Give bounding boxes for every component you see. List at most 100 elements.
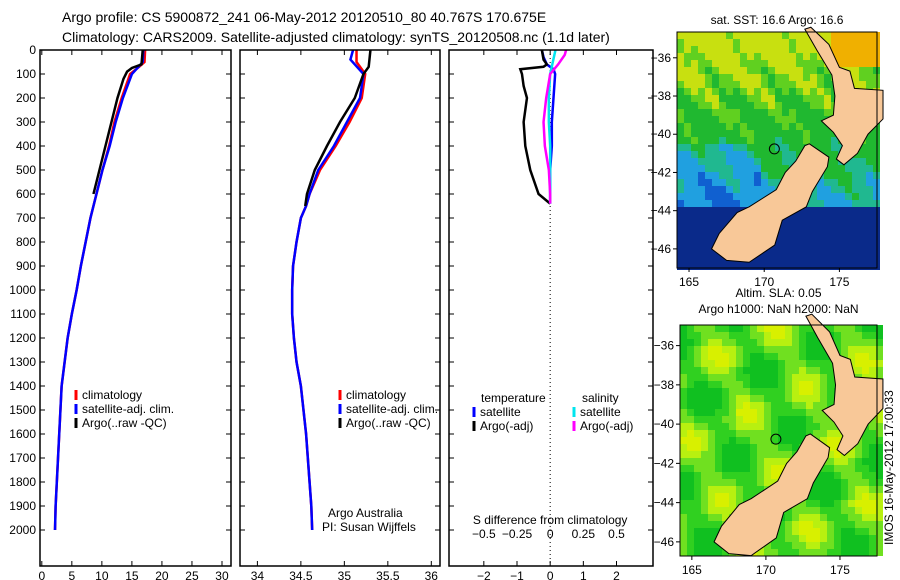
map-cell (722, 500, 729, 507)
map-cell (712, 32, 719, 39)
map-cell (708, 444, 715, 451)
map-cell (768, 263, 775, 270)
map-cell (698, 32, 705, 39)
map-cell (817, 74, 824, 81)
map-cell (764, 444, 771, 451)
map-cell (838, 179, 845, 186)
map-cell (705, 123, 712, 130)
map-cell (757, 353, 764, 360)
map-cell (810, 116, 817, 123)
map-cell (806, 388, 813, 395)
map-cell (799, 332, 806, 339)
south-island (713, 433, 831, 557)
map-cell (796, 53, 803, 60)
map-cell (841, 465, 848, 472)
map-frame (676, 31, 878, 269)
map-cell (705, 81, 712, 88)
map-cell (677, 235, 684, 242)
map-cell (845, 172, 852, 179)
map-cell (817, 235, 824, 242)
map-cell (691, 242, 698, 249)
map-cell (677, 186, 684, 193)
map-cell (705, 102, 712, 109)
map-cell (764, 353, 771, 360)
map-cell (747, 179, 754, 186)
map-cell (775, 249, 782, 256)
map-cell (750, 388, 757, 395)
map-cell (810, 109, 817, 116)
legend-label: Argo(..raw -QC) (82, 416, 167, 430)
map-cell (687, 416, 694, 423)
map-cell (792, 325, 799, 332)
map-cell (869, 521, 876, 528)
x-tick-label: 10 (95, 569, 109, 580)
map-cell (806, 346, 813, 353)
map-cell (722, 451, 729, 458)
map-cell (771, 472, 778, 479)
title-line-1: Argo profile: CS 5900872_241 06-May-2012… (62, 9, 546, 25)
map-cell (831, 263, 838, 270)
map-cell (740, 60, 747, 67)
map-cell (841, 346, 848, 353)
map-cell (708, 409, 715, 416)
map-cell (820, 521, 827, 528)
x-tick-label: 2 (613, 569, 620, 580)
map-cell (726, 116, 733, 123)
map-cell (722, 444, 729, 451)
map-cell (831, 249, 838, 256)
map-cell (719, 144, 726, 151)
map-cell (733, 81, 740, 88)
map-cell (743, 493, 750, 500)
map-cell (747, 46, 754, 53)
map-cell (841, 514, 848, 521)
map-cell (764, 542, 771, 549)
map-cell (757, 374, 764, 381)
map-cell (764, 458, 771, 465)
map-cell (705, 193, 712, 200)
y-tick-label: 600 (16, 187, 36, 201)
map-cell (813, 353, 820, 360)
map-cell (827, 437, 834, 444)
map-cell (740, 116, 747, 123)
map-cell (684, 60, 691, 67)
map-cell (876, 458, 883, 465)
map-cell (747, 172, 754, 179)
map-cell (743, 353, 750, 360)
map-cell (862, 507, 869, 514)
map-cell (869, 458, 876, 465)
map-cell (862, 353, 869, 360)
map-cell (845, 242, 852, 249)
map-cell (827, 528, 834, 535)
map-cell (862, 360, 869, 367)
map-cell (757, 402, 764, 409)
map-cell (747, 137, 754, 144)
plot-frame (39, 49, 232, 567)
map-cell (785, 430, 792, 437)
map-cell (712, 214, 719, 221)
map-cell (831, 186, 838, 193)
map-cell (838, 165, 845, 172)
y-tick-label: 800 (16, 235, 36, 249)
map-cell (701, 521, 708, 528)
map-cell (677, 53, 684, 60)
map-cell (855, 465, 862, 472)
map-cell (740, 165, 747, 172)
map-cell (691, 67, 698, 74)
map-cell (705, 116, 712, 123)
lat-tick-label: −42 (654, 456, 675, 470)
map-cell (680, 381, 687, 388)
map-cell (740, 179, 747, 186)
map-cell (838, 53, 845, 60)
map-cell (698, 228, 705, 235)
map-cell (789, 74, 796, 81)
map-cell (789, 242, 796, 249)
map-cell (757, 549, 764, 556)
map-cell (845, 179, 852, 186)
lon-tick-label: 165 (682, 563, 702, 577)
map-cell (803, 39, 810, 46)
map-cell (789, 214, 796, 221)
map-cell (813, 339, 820, 346)
map-cell (827, 479, 834, 486)
map-cell (722, 367, 729, 374)
map-cell (764, 472, 771, 479)
